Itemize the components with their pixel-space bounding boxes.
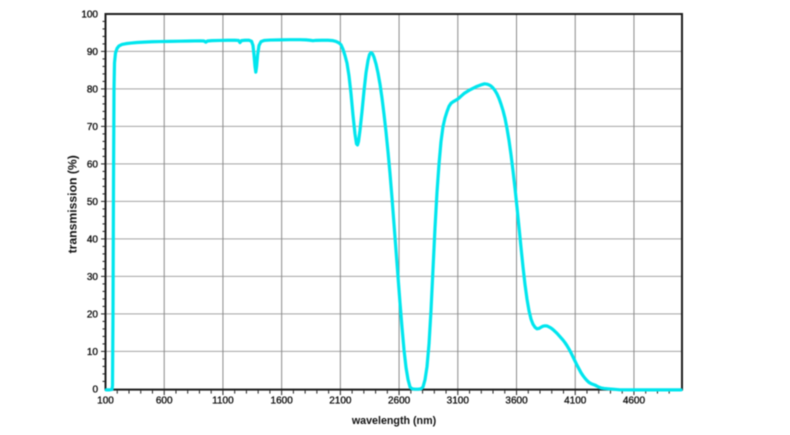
svg-text:4100: 4100 <box>564 396 587 407</box>
svg-text:2100: 2100 <box>329 396 352 407</box>
svg-text:1100: 1100 <box>212 396 234 407</box>
svg-text:90: 90 <box>87 47 99 58</box>
svg-text:wavelength (nm): wavelength (nm) <box>351 415 437 427</box>
svg-text:60: 60 <box>87 159 99 170</box>
svg-text:0: 0 <box>92 384 98 395</box>
svg-text:3600: 3600 <box>505 396 528 407</box>
svg-text:1600: 1600 <box>271 396 294 407</box>
svg-text:10: 10 <box>87 347 99 358</box>
svg-text:20: 20 <box>87 309 99 320</box>
svg-text:50: 50 <box>87 197 99 208</box>
svg-text:transmission (%): transmission (%) <box>65 155 79 253</box>
svg-text:3100: 3100 <box>447 396 470 407</box>
svg-text:100: 100 <box>81 9 98 20</box>
svg-text:2600: 2600 <box>388 396 411 407</box>
svg-text:40: 40 <box>87 234 99 245</box>
svg-text:30: 30 <box>87 272 99 283</box>
svg-text:80: 80 <box>87 84 99 95</box>
svg-text:600: 600 <box>156 396 173 407</box>
svg-text:100: 100 <box>97 396 114 407</box>
svg-text:4600: 4600 <box>623 396 646 407</box>
svg-text:70: 70 <box>87 122 99 133</box>
